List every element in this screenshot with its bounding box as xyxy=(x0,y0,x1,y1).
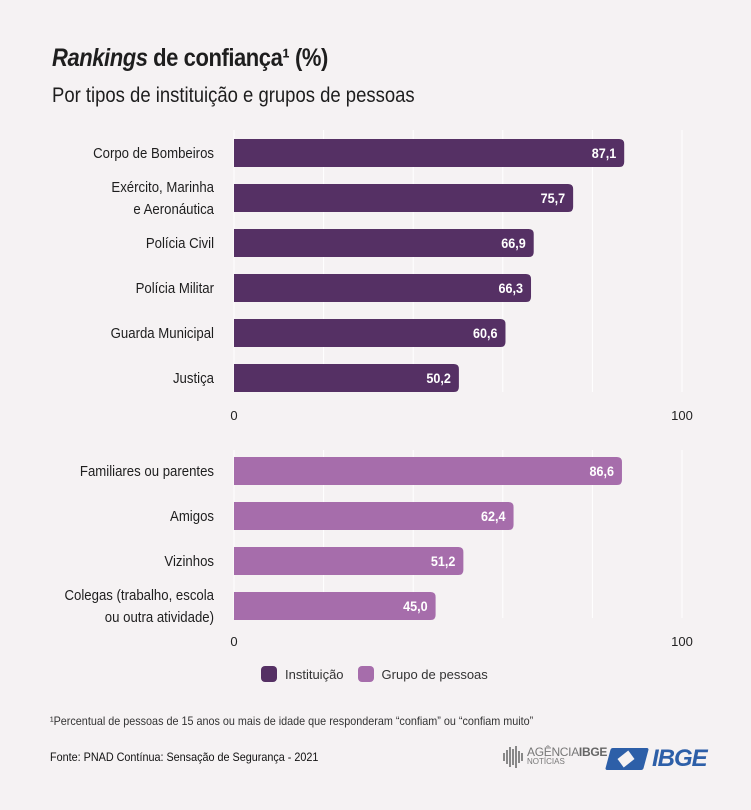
legend-item-grupo: Grupo de pessoas xyxy=(357,666,488,682)
legend-label-grupo: Grupo de pessoas xyxy=(381,666,488,682)
category-label: Exército, Marinha e Aeronáutica xyxy=(111,178,214,217)
bar xyxy=(234,547,464,575)
value-label: 45,0 xyxy=(403,598,427,614)
agencia-text: AGÊNCIA xyxy=(527,745,579,759)
category-label: Vizinhos xyxy=(164,552,214,569)
category-label: Polícia Civil xyxy=(146,234,214,251)
category-label: Guarda Municipal xyxy=(111,324,214,341)
value-label: 66,9 xyxy=(501,235,525,251)
x-tick-label: 100 xyxy=(671,634,693,649)
category-label: Colegas (trabalho, escola ou outra ativid… xyxy=(65,586,215,625)
value-label: 66,3 xyxy=(499,280,523,296)
title-italic: Rankings xyxy=(52,44,148,72)
bar xyxy=(234,592,436,620)
value-label: 51,2 xyxy=(431,553,455,569)
bar xyxy=(234,229,534,257)
bar xyxy=(234,184,574,212)
category-label: Justiça xyxy=(173,369,214,386)
legend-label-instituicao: Instituição xyxy=(285,666,344,682)
bar xyxy=(234,319,506,347)
source-note: Fonte: PNAD Contínua: Sensação de Segura… xyxy=(50,750,319,764)
category-label: Polícia Militar xyxy=(136,279,215,296)
value-label: 75,7 xyxy=(541,190,565,206)
category-label: Amigos xyxy=(170,507,214,524)
agencia-ibge-logo: AGÊNCIAIBGE NOTÍCIAS xyxy=(503,746,607,768)
title-rest: de confiança¹ (%) xyxy=(147,44,328,72)
value-label: 62,4 xyxy=(481,508,506,524)
value-label: 50,2 xyxy=(426,370,450,386)
legend: Instituição Grupo de pessoas xyxy=(261,666,502,682)
noticias-text: NOTÍCIAS xyxy=(527,757,565,766)
x-tick-label: 0 xyxy=(230,408,237,423)
chart-subtitle: Por tipos de instituição e grupos de pes… xyxy=(52,84,415,107)
x-tick-label: 100 xyxy=(671,408,693,423)
category-label: Corpo de Bombeiros xyxy=(93,144,214,161)
ibge-wordmark: IBGE xyxy=(652,745,708,772)
value-label: 60,6 xyxy=(473,325,497,341)
ibge-emblem-icon xyxy=(605,748,649,770)
legend-item-instituicao: Instituição xyxy=(261,666,344,682)
x-tick-label: 0 xyxy=(230,634,237,649)
agencia-bars-icon xyxy=(503,746,523,768)
legend-swatch-instituicao xyxy=(261,666,277,682)
chart-title: Rankings de confiança¹ (%) xyxy=(52,44,328,73)
bar xyxy=(234,457,622,485)
legend-swatch-grupo xyxy=(357,666,374,682)
bar xyxy=(234,274,532,302)
ibge-logo: IBGE xyxy=(605,745,708,773)
bar xyxy=(234,139,625,167)
bar xyxy=(234,502,514,530)
footnote: ¹Percentual de pessoas de 15 anos ou mai… xyxy=(50,714,534,728)
category-label: Familiares ou parentes xyxy=(80,462,214,479)
bar xyxy=(234,364,459,392)
value-label: 86,6 xyxy=(589,463,613,479)
value-label: 87,1 xyxy=(592,145,617,161)
agencia-ibge-text: IBGE xyxy=(578,745,608,759)
